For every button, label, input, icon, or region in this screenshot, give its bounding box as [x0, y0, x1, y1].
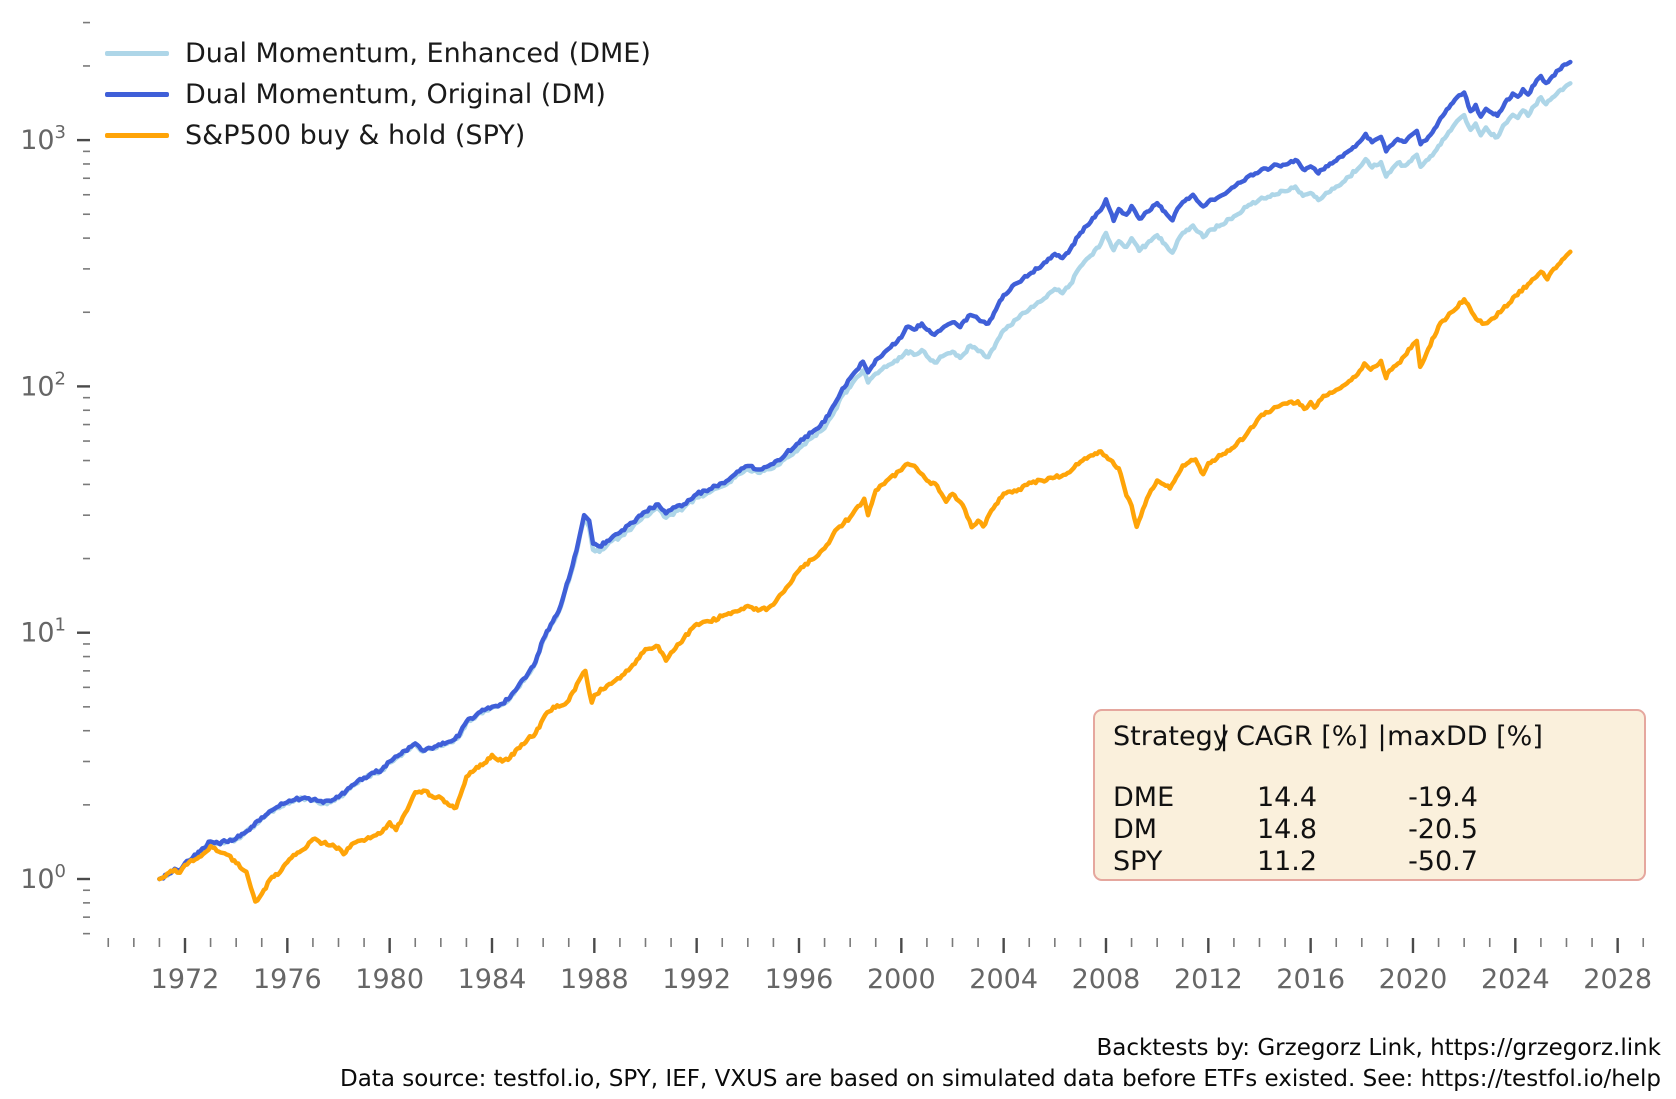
series-line-spy — [157, 249, 1573, 904]
stats-header-separator-1: | — [1219, 721, 1229, 752]
legend-item-dm: Dual Momentum, Original (DM) — [105, 74, 651, 115]
legend-label-dm: Dual Momentum, Original (DM) — [185, 79, 606, 110]
stats-row-dm-cagr: 14.8 — [1256, 814, 1318, 845]
stats-header-cagr: CAGR [%] — [1236, 721, 1368, 752]
y-axis-tick-label: 102 — [20, 368, 66, 402]
stats-row-dm-name: DM — [1113, 814, 1158, 845]
chart-legend: Dual Momentum, Enhanced (DME) Dual Momen… — [105, 33, 651, 156]
x-axis-tick-label: 1976 — [253, 964, 322, 995]
stats-row-dme-name: DME — [1113, 782, 1175, 813]
x-axis-tick-label: 2008 — [1072, 964, 1141, 995]
x-axis-tick-label: 2024 — [1481, 964, 1550, 995]
x-axis-tick-label: 2004 — [969, 964, 1038, 995]
x-axis-tick-label: 2016 — [1276, 964, 1345, 995]
chart-attribution: Backtests by: Grzegorz Link, https://grz… — [340, 1033, 1661, 1095]
stats-row-dm-maxdd: -20.5 — [1408, 814, 1478, 845]
attribution-line-1: Backtests by: Grzegorz Link, https://grz… — [1096, 1035, 1661, 1061]
dm-line-swatch-icon — [105, 92, 169, 97]
x-axis-tick-label: 1996 — [765, 964, 834, 995]
stats-row-spy-name: SPY — [1113, 846, 1163, 877]
legend-label-spy: S&P500 buy & hold (SPY) — [185, 120, 526, 151]
x-axis-tick-label: 2012 — [1174, 964, 1243, 995]
legend-item-dme: Dual Momentum, Enhanced (DME) — [105, 33, 651, 74]
x-axis-tick-label: 1992 — [662, 964, 731, 995]
x-axis-tick-label: 1988 — [560, 964, 629, 995]
dme-line-swatch-icon — [105, 51, 169, 56]
attribution-line-2: Data source: testfol.io, SPY, IEF, VXUS … — [340, 1066, 1661, 1092]
legend-label-dme: Dual Momentum, Enhanced (DME) — [185, 38, 651, 69]
legend-item-spy: S&P500 buy & hold (SPY) — [105, 115, 651, 156]
x-axis-tick-label: 2000 — [867, 964, 936, 995]
stats-header-separator-2: | — [1377, 721, 1387, 752]
y-axis-tick-label: 101 — [20, 615, 66, 649]
x-axis-tick-label: 2028 — [1583, 964, 1652, 995]
stats-table: Strategy | CAGR [%] | maxDD [%] DME 14.4… — [1093, 709, 1646, 881]
stats-header-strategy: Strategy — [1113, 721, 1229, 752]
stats-row-spy-cagr: 11.2 — [1256, 846, 1318, 877]
x-axis-tick-label: 1980 — [355, 964, 424, 995]
stats-row-dme-cagr: 14.4 — [1256, 782, 1318, 813]
stats-row-dme-maxdd: -19.4 — [1408, 782, 1478, 813]
spy-line-swatch-icon — [105, 133, 169, 138]
series-line-dm — [157, 59, 1573, 882]
x-axis-tick-label: 1972 — [151, 964, 220, 995]
stats-row-spy-maxdd: -50.7 — [1408, 846, 1478, 877]
y-axis-tick-label: 100 — [20, 861, 66, 895]
x-axis-tick-label: 2020 — [1379, 964, 1448, 995]
y-axis-tick-label: 103 — [20, 122, 66, 156]
x-axis-tick-label: 1984 — [458, 964, 527, 995]
stats-header-maxdd: maxDD [%] — [1387, 721, 1543, 752]
